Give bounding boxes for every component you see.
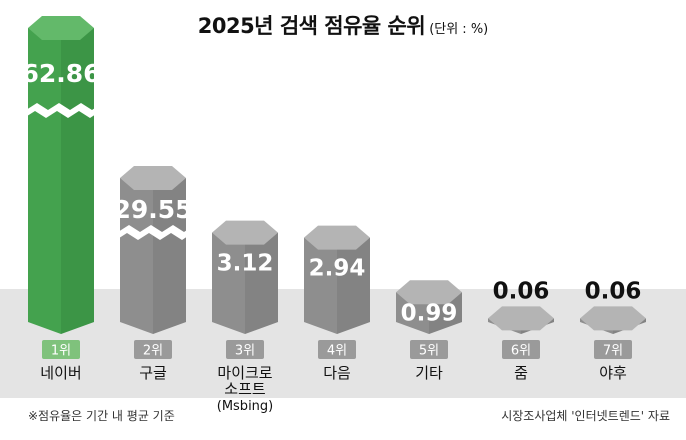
chart-unit: (단위 : %) (429, 22, 489, 37)
x-tick-label: 기타 (415, 364, 443, 382)
x-tick-label: 마이크로 (217, 364, 272, 382)
chart-title: 2025년 검색 점유율 순위 (197, 14, 426, 38)
bar-top (580, 306, 646, 331)
rank-badge (226, 340, 264, 359)
bar (28, 28, 94, 334)
x-tick-label: 소프트 (224, 380, 266, 398)
bar-group: 0.06 6위줌 (488, 278, 554, 382)
data-label: 2.94 (309, 256, 366, 282)
axis-break (24, 103, 98, 118)
bar-top (304, 225, 370, 250)
x-tick-label: 네이버 (40, 364, 81, 382)
footnote-source: 시장조사업체 '인터넷트렌드' 자료 (501, 409, 670, 423)
rank-badge (502, 340, 540, 359)
rank-label: 4위 (327, 344, 347, 359)
chart-title-block: 2025년 검색 점유율 순위 (단위 : %) (0, 10, 686, 40)
rank-label: 6위 (511, 344, 531, 359)
bar-top (488, 306, 554, 331)
bar-side (61, 28, 94, 334)
rank-badge (134, 340, 172, 359)
data-label: 62.86 (21, 59, 100, 88)
rank-label: 3위 (235, 344, 255, 359)
rank-label: 1위 (51, 344, 71, 359)
bar-top (212, 220, 278, 245)
bar-top (120, 166, 186, 190)
bar-side (245, 232, 278, 334)
data-label: 0.06 (585, 278, 642, 304)
x-tick-label: 야후 (599, 364, 627, 382)
bar-side (153, 178, 186, 334)
data-label: 0.99 (401, 300, 458, 326)
x-tick-label: 다음 (323, 364, 351, 382)
data-label: 29.55 (113, 195, 192, 224)
rank-label: 2위 (143, 344, 163, 359)
data-label: 3.12 (217, 251, 274, 277)
x-tick-label: 구글 (139, 364, 167, 382)
rank-label: 7위 (603, 344, 623, 359)
bar-top (28, 16, 94, 40)
axis-break (116, 225, 190, 240)
x-tick-label: 줌 (514, 364, 528, 382)
rank-badge (42, 340, 80, 359)
footnote-note: ※점유율은 기간 내 평균 기준 (28, 409, 175, 423)
rank-badge (410, 340, 448, 359)
bar-top (396, 280, 462, 305)
bar (212, 232, 278, 334)
data-label: 0.06 (493, 278, 550, 304)
bar (304, 237, 370, 334)
rank-badge (594, 340, 632, 359)
rank-badge (318, 340, 356, 359)
bar (120, 178, 186, 334)
bar-side (337, 237, 370, 334)
x-tick-label: (Msbing) (217, 399, 274, 414)
rank-label: 5위 (419, 344, 439, 359)
